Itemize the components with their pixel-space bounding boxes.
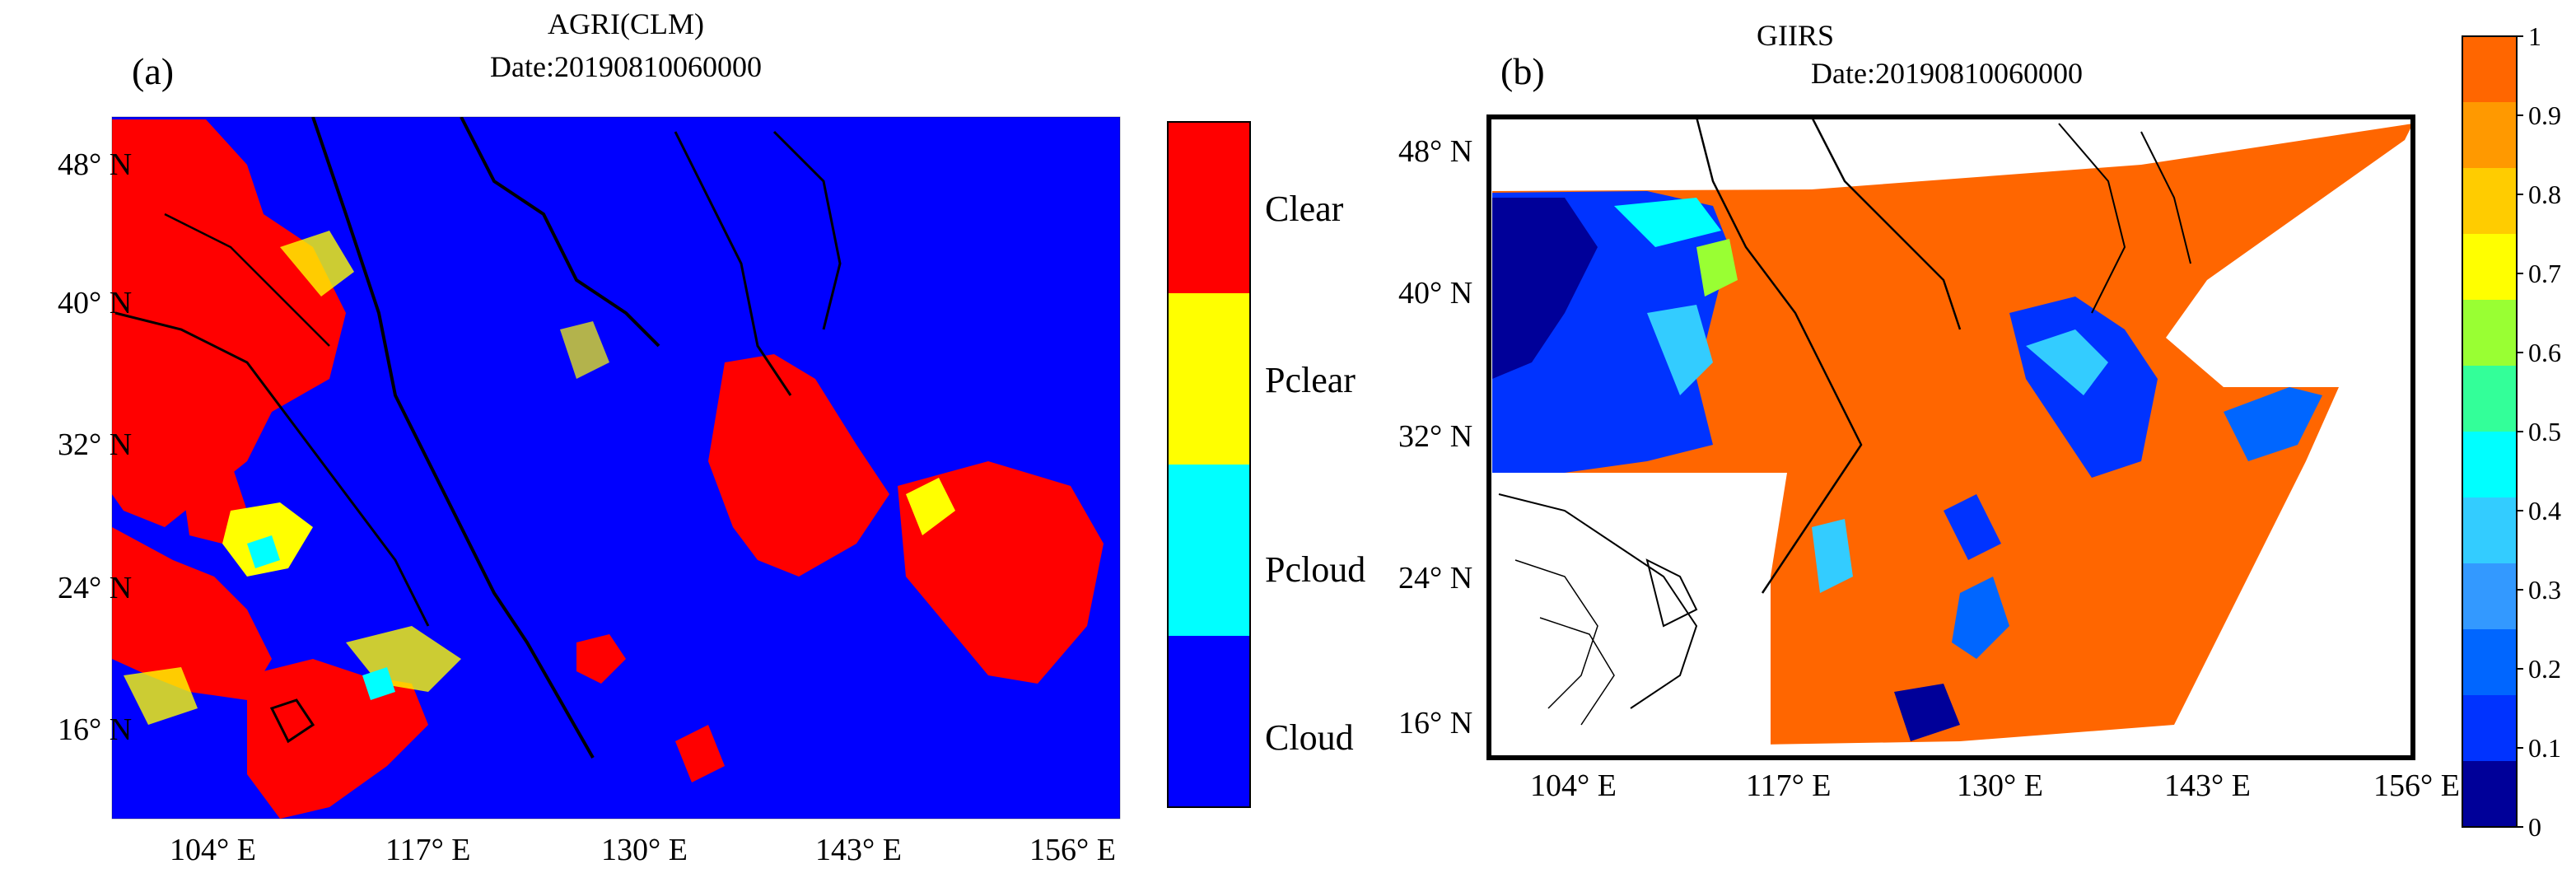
panel-b-lat-tick: 48° N	[1398, 134, 1473, 169]
panel-a-label: (a)	[132, 50, 175, 92]
panel-b-colorbar	[2462, 35, 2523, 828]
panel-a-title: AGRI(CLM)	[548, 7, 704, 40]
panel-a-legend	[1167, 121, 1251, 808]
colorbar-segment	[2462, 366, 2517, 432]
colorbar-segment	[2462, 629, 2517, 696]
colorbar-segment	[2462, 761, 2517, 828]
colorbar-tick-label: 0.5	[2528, 417, 2561, 446]
panel-a-lat-tick: 16° N	[58, 712, 133, 747]
panel-b-map	[1489, 117, 2413, 758]
colorbar-segment	[2462, 234, 2517, 301]
panel-b-lat-tick: 16° N	[1398, 706, 1473, 740]
colorbar-tick-label: 0.1	[2528, 733, 2561, 763]
panel-b-lat-tick: 32° N	[1398, 419, 1473, 454]
colorbar-tick-label: 0.4	[2528, 496, 2561, 525]
panel-a-lon-tick: 117° E	[385, 833, 471, 867]
colorbar-segment	[2462, 432, 2517, 498]
panel-b-lon-tick: 156° E	[2373, 768, 2460, 803]
colorbar-tick-label: 0.7	[2528, 259, 2561, 288]
panel-b-label: (b)	[1500, 50, 1545, 92]
legend-clear-label: Clear	[1265, 189, 1344, 229]
panel-a-lat-tick: 24° N	[58, 571, 133, 605]
panel-a-map	[112, 117, 1120, 819]
panel-a-lat-tick: 40° N	[58, 286, 133, 320]
panel-b-lon-tick: 104° E	[1530, 768, 1617, 803]
legend-cloud-label: Cloud	[1265, 717, 1354, 758]
colorbar-segment	[2462, 695, 2517, 762]
panel-a-lon-tick: 130° E	[601, 833, 688, 867]
colorbar-segment	[2462, 36, 2517, 103]
colorbar-tick-label: 0.9	[2528, 100, 2561, 130]
colorbar-tick-label: 1	[2528, 21, 2541, 51]
panel-b-date: Date:20190810060000	[1811, 57, 2083, 90]
panel-b-lon-tick: 117° E	[1746, 768, 1832, 803]
colorbar-segment	[2462, 102, 2517, 169]
panel-b-lon-tick: 143° E	[2164, 768, 2251, 803]
colorbar-tick-label: 0.8	[2528, 180, 2561, 209]
colorbar-tick-label: 0.3	[2528, 575, 2561, 605]
colorbar-segment	[2462, 300, 2517, 367]
legend-pclear-label: Pclear	[1265, 360, 1356, 400]
panel-a-lat-tick: 32° N	[58, 427, 133, 462]
panel-b-lat-tick: 40° N	[1398, 276, 1473, 311]
panel-b-title: GIIRS	[1756, 19, 1834, 52]
colorbar-tick-label: 0.2	[2528, 654, 2561, 684]
panel-a-lon-tick: 104° E	[170, 833, 256, 867]
colorbar-segment	[2462, 563, 2517, 630]
colorbar-tick-label: 0.6	[2528, 338, 2561, 367]
panel-b-lon-tick: 130° E	[1957, 768, 2043, 803]
panel-a-lat-tick: 48° N	[58, 147, 133, 182]
panel-b-lat-tick: 24° N	[1398, 561, 1473, 595]
colorbar-segment	[2462, 497, 2517, 564]
legend-pcloud-label: Pcloud	[1265, 549, 1366, 590]
colorbar-segment	[2462, 168, 2517, 235]
colorbar-tick-label: 0	[2528, 812, 2541, 842]
panel-a-lon-tick: 143° E	[815, 833, 902, 867]
panel-a-lon-tick: 156° E	[1029, 833, 1116, 867]
panel-a-date: Date:20190810060000	[490, 50, 762, 83]
